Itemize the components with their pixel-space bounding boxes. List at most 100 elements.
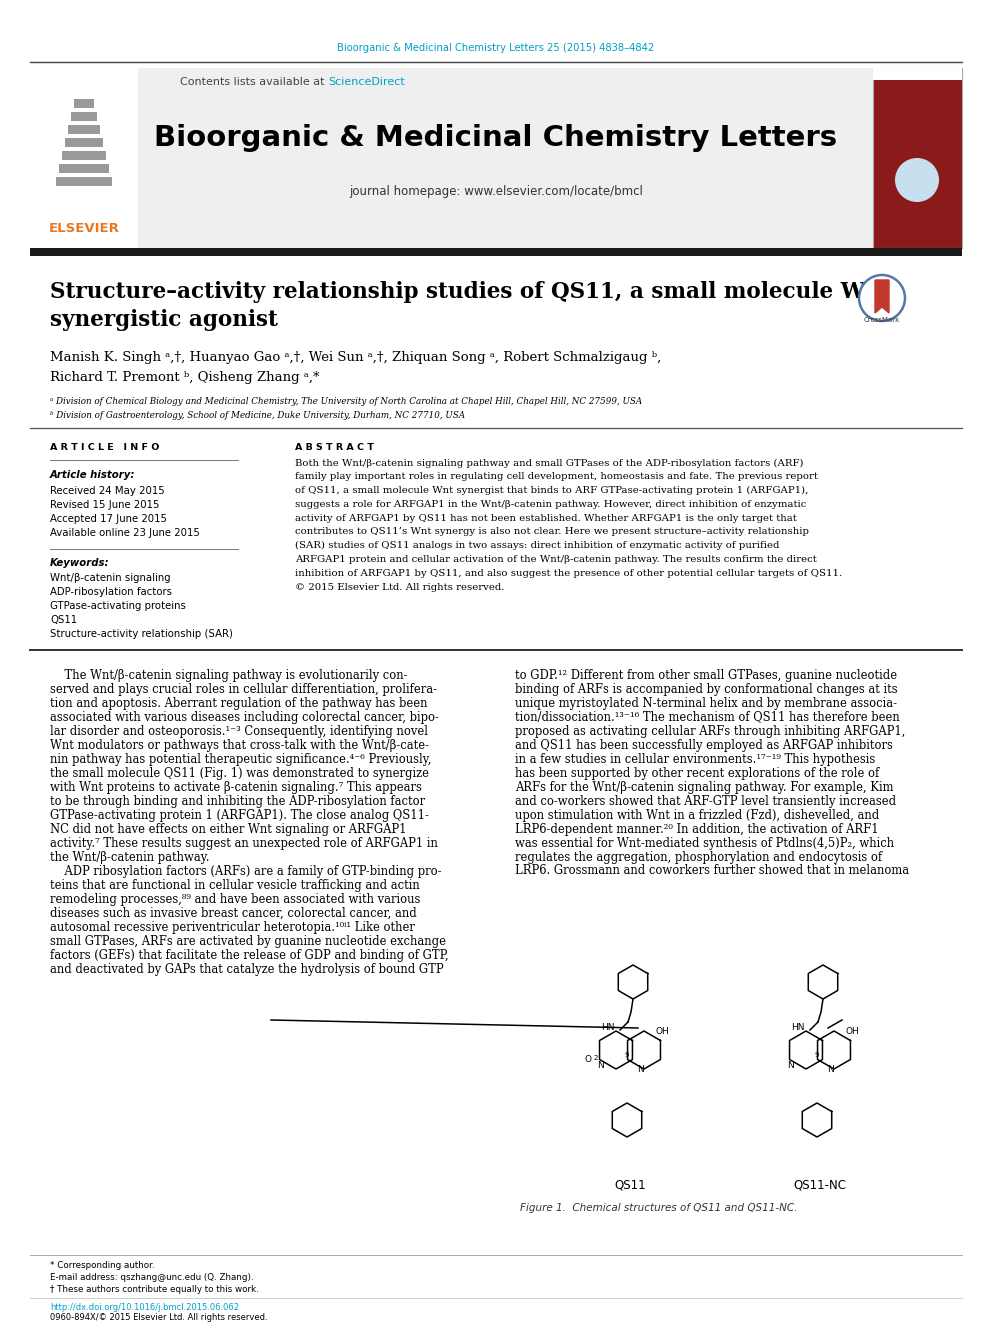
Text: E-mail address: qszhang@unc.edu (Q. Zhang).: E-mail address: qszhang@unc.edu (Q. Zhan… (50, 1273, 254, 1282)
Text: in a few studies in cellular environments.¹⁷⁻¹⁹ This hypothesis: in a few studies in cellular environment… (515, 753, 875, 766)
Text: QS11: QS11 (614, 1179, 646, 1192)
Text: ScienceDirect: ScienceDirect (328, 77, 405, 87)
Text: Wnt modulators or pathways that cross-talk with the Wnt/β-cate-: Wnt modulators or pathways that cross-ta… (50, 738, 429, 751)
Text: proposed as activating cellular ARFs through inhibiting ARFGAP1,: proposed as activating cellular ARFs thr… (515, 725, 906, 737)
Text: GTPase-activating protein 1 (ARFGAP1). The close analog QS11-: GTPase-activating protein 1 (ARFGAP1). T… (50, 808, 429, 822)
Text: unique myristoylated N-terminal helix and by membrane associa-: unique myristoylated N-terminal helix an… (515, 696, 897, 709)
Text: ADP-ribosylation factors: ADP-ribosylation factors (50, 587, 172, 597)
Bar (62, 151, 106, 160)
Text: has been supported by other recent explorations of the role of: has been supported by other recent explo… (515, 766, 879, 779)
Bar (510, 955, 955, 1215)
Bar (74, 99, 94, 108)
Text: HN: HN (601, 1024, 615, 1032)
Polygon shape (875, 280, 889, 314)
Text: http://dx.doi.org/10.1016/j.bmcl.2015.06.062: http://dx.doi.org/10.1016/j.bmcl.2015.06… (50, 1303, 239, 1311)
Text: suggests a role for ARFGAP1 in the Wnt/β-catenin pathway. However, direct inhibi: suggests a role for ARFGAP1 in the Wnt/β… (295, 500, 806, 509)
Text: Figure 1.  Chemical structures of QS11 and QS11-NC.: Figure 1. Chemical structures of QS11 an… (520, 1203, 798, 1213)
Text: Structure–activity relationship studies of QS11, a small molecule Wnt: Structure–activity relationship studies … (50, 280, 891, 303)
Text: factors (GEFs) that facilitate the release of GDP and binding of GTP,: factors (GEFs) that facilitate the relea… (50, 949, 448, 962)
Text: Richard T. Premont ᵇ, Qisheng Zhang ᵃ,*: Richard T. Premont ᵇ, Qisheng Zhang ᵃ,* (50, 370, 319, 384)
Text: O: O (584, 1056, 591, 1065)
Bar (30, 247, 962, 255)
Text: and deactivated by GAPs that catalyze the hydrolysis of bound GTP: and deactivated by GAPs that catalyze th… (50, 963, 443, 975)
Text: Bioorganic & Medicinal Chemistry Letters 25 (2015) 4838–4842: Bioorganic & Medicinal Chemistry Letters… (337, 44, 655, 53)
Text: QS11: QS11 (50, 615, 77, 624)
Text: OH: OH (655, 1028, 669, 1036)
Text: diseases such as invasive breast cancer, colorectal cancer, and: diseases such as invasive breast cancer,… (50, 906, 417, 919)
Bar (56, 177, 112, 187)
Text: ADP ribosylation factors (ARFs) are a family of GTP-binding pro-: ADP ribosylation factors (ARFs) are a fa… (50, 864, 441, 877)
Bar (30, 67, 962, 247)
Text: ᵃ Division of Chemical Biology and Medicinal Chemistry, The University of North : ᵃ Division of Chemical Biology and Medic… (50, 397, 642, 406)
Circle shape (859, 275, 905, 321)
Text: Accepted 17 June 2015: Accepted 17 June 2015 (50, 515, 167, 524)
Text: © 2015 Elsevier Ltd. All rights reserved.: © 2015 Elsevier Ltd. All rights reserved… (295, 582, 505, 591)
Text: regulates the aggregation, phosphorylation and endocytosis of: regulates the aggregation, phosphorylati… (515, 851, 882, 864)
Text: 0960-894X/© 2015 Elsevier Ltd. All rights reserved.: 0960-894X/© 2015 Elsevier Ltd. All right… (50, 1314, 268, 1323)
Text: of QS11, a small molecule Wnt synergist that binds to ARF GTPase-activating prot: of QS11, a small molecule Wnt synergist … (295, 486, 808, 495)
Text: LRP6. Grossmann and coworkers further showed that in melanoma: LRP6. Grossmann and coworkers further sh… (515, 864, 909, 877)
Text: to GDP.¹² Different from other small GTPases, guanine nucleotide: to GDP.¹² Different from other small GTP… (515, 668, 897, 681)
Text: 2: 2 (594, 1054, 598, 1061)
Text: 9: 9 (814, 1052, 819, 1058)
Text: inhibition of ARFGAP1 by QS11, and also suggest the presence of other potential : inhibition of ARFGAP1 by QS11, and also … (295, 569, 842, 578)
Text: journal homepage: www.elsevier.com/locate/bmcl: journal homepage: www.elsevier.com/locat… (349, 185, 643, 198)
Bar (71, 112, 97, 120)
Bar (873, 67, 962, 247)
Circle shape (895, 157, 939, 202)
Text: A B S T R A C T: A B S T R A C T (295, 442, 374, 451)
Text: synergistic agonist: synergistic agonist (50, 310, 278, 331)
Text: the Wnt/β-catenin pathway.: the Wnt/β-catenin pathway. (50, 851, 209, 864)
Text: N: N (787, 1061, 794, 1069)
Text: associated with various diseases including colorectal cancer, bipo-: associated with various diseases includi… (50, 710, 438, 724)
Text: ARFGAP1 protein and cellular activation of the Wnt/β-catenin pathway. The result: ARFGAP1 protein and cellular activation … (295, 556, 816, 564)
Text: Bioorganic & Medicinal Chemistry Letters: Bioorganic & Medicinal Chemistry Letters (155, 124, 837, 152)
Text: teins that are functional in cellular vesicle trafficking and actin: teins that are functional in cellular ve… (50, 878, 420, 892)
Text: upon stimulation with Wnt in a frizzled (Fzd), dishevelled, and: upon stimulation with Wnt in a frizzled … (515, 808, 879, 822)
Text: † These authors contribute equally to this work.: † These authors contribute equally to th… (50, 1285, 259, 1294)
Text: with Wnt proteins to activate β-catenin signaling.⁷ This appears: with Wnt proteins to activate β-catenin … (50, 781, 422, 794)
Text: * Corresponding author.: * Corresponding author. (50, 1261, 155, 1270)
Text: Article history:: Article history: (50, 470, 135, 480)
Text: contributes to QS11’s Wnt synergy is also not clear. Here we present structure–a: contributes to QS11’s Wnt synergy is als… (295, 528, 809, 537)
Text: activity.⁷ These results suggest an unexpected role of ARFGAP1 in: activity.⁷ These results suggest an unex… (50, 836, 437, 849)
Text: Wnt/β-catenin signaling: Wnt/β-catenin signaling (50, 573, 171, 583)
Text: Received 24 May 2015: Received 24 May 2015 (50, 486, 165, 496)
Text: The Wnt/β-catenin signaling pathway is evolutionarily con-: The Wnt/β-catenin signaling pathway is e… (50, 668, 408, 681)
Text: Structure-activity relationship (SAR): Structure-activity relationship (SAR) (50, 628, 233, 639)
Text: family play important roles in regulating cell development, homeostasis and fate: family play important roles in regulatin… (295, 472, 817, 482)
Text: 9: 9 (625, 1052, 629, 1058)
Text: N: N (826, 1065, 833, 1074)
Text: Keywords:: Keywords: (50, 558, 109, 568)
Bar (30, 67, 138, 247)
Text: autosomal recessive periventricular heterotopia.¹⁰ⁱ¹ Like other: autosomal recessive periventricular hete… (50, 921, 415, 934)
Text: Contents lists available at: Contents lists available at (180, 77, 328, 87)
Text: binding of ARFs is accompanied by conformational changes at its: binding of ARFs is accompanied by confor… (515, 683, 898, 696)
Text: ARFs for the Wnt/β-catenin signaling pathway. For example, Kim: ARFs for the Wnt/β-catenin signaling pat… (515, 781, 894, 794)
Text: LRP6-dependent manner.²⁰ In addition, the activation of ARF1: LRP6-dependent manner.²⁰ In addition, th… (515, 823, 879, 836)
Text: small GTPases, ARFs are activated by guanine nucleotide exchange: small GTPases, ARFs are activated by gua… (50, 934, 446, 947)
Text: QS11-NC: QS11-NC (794, 1179, 846, 1192)
Text: N: N (596, 1061, 603, 1069)
Bar (59, 164, 109, 173)
Text: GTPase-activating proteins: GTPase-activating proteins (50, 601, 186, 611)
Text: tion and apoptosis. Aberrant regulation of the pathway has been: tion and apoptosis. Aberrant regulation … (50, 696, 428, 709)
Text: tion/dissociation.¹³⁻¹⁶ The mechanism of QS11 has therefore been: tion/dissociation.¹³⁻¹⁶ The mechanism of… (515, 710, 900, 724)
Text: and QS11 has been successfully employed as ARFGAP inhibitors: and QS11 has been successfully employed … (515, 738, 893, 751)
Text: (SAR) studies of QS11 analogs in two assays: direct inhibition of enzymatic acti: (SAR) studies of QS11 analogs in two ass… (295, 541, 780, 550)
Text: ᵇ Division of Gastroenterology, School of Medicine, Duke University, Durham, NC : ᵇ Division of Gastroenterology, School o… (50, 410, 465, 419)
Text: nin pathway has potential therapeutic significance.⁴⁻⁶ Previously,: nin pathway has potential therapeutic si… (50, 753, 432, 766)
Text: N: N (637, 1065, 644, 1074)
Text: the small molecule QS11 (Fig. 1) was demonstrated to synergize: the small molecule QS11 (Fig. 1) was dem… (50, 766, 429, 779)
Text: Both the Wnt/β-catenin signaling pathway and small GTPases of the ADP-ribosylati: Both the Wnt/β-catenin signaling pathway… (295, 459, 804, 467)
Text: CrossMark: CrossMark (864, 318, 900, 323)
Text: was essential for Wnt-mediated synthesis of Ptdlns(4,5)P₂, which: was essential for Wnt-mediated synthesis… (515, 836, 894, 849)
Text: served and plays crucial roles in cellular differentiation, prolifera-: served and plays crucial roles in cellul… (50, 683, 437, 696)
Text: Bioorganic & Medicinal
Chemistry Letters: Bioorganic & Medicinal Chemistry Letters (883, 86, 950, 98)
Bar (68, 124, 100, 134)
Text: OH: OH (845, 1028, 859, 1036)
Text: and co-workers showed that ARF-GTP level transiently increased: and co-workers showed that ARF-GTP level… (515, 795, 896, 807)
Bar (65, 138, 103, 147)
Text: lar disorder and osteoporosis.¹⁻³ Consequently, identifying novel: lar disorder and osteoporosis.¹⁻³ Conseq… (50, 725, 428, 737)
Text: to be through binding and inhibiting the ADP-ribosylation factor: to be through binding and inhibiting the… (50, 795, 426, 807)
